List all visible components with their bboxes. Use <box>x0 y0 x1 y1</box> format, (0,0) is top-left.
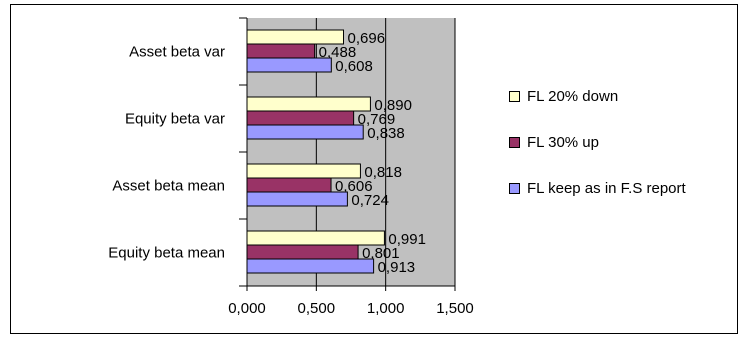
data-label-0-3: 0,991 <box>388 231 426 248</box>
legend-item-fl-keep: FL keep as in F.S report <box>509 180 734 226</box>
bar-0-2 <box>246 163 361 179</box>
bar-0-0 <box>246 29 345 45</box>
category-label-1: Equity beta var <box>125 111 225 128</box>
bar-1-1 <box>246 110 355 126</box>
data-label-0-1: 0,890 <box>374 97 412 114</box>
bar-2-3 <box>246 258 375 274</box>
x-tick-label-3: 1,500 <box>436 300 474 317</box>
legend-label-fl-30-up: FL 30% up <box>527 134 599 151</box>
data-label-2-3: 0,913 <box>378 259 416 276</box>
bar-0-3 <box>246 230 385 246</box>
data-label-2-0: 0,608 <box>335 58 373 75</box>
x-tick-label-0: 0,000 <box>228 300 266 317</box>
legend-item-fl-20-down: FL 20% down <box>509 88 734 134</box>
category-label-2: Asset beta mean <box>112 178 225 195</box>
bar-2-1 <box>246 124 364 140</box>
legend-swatch-fl-keep <box>509 183 520 194</box>
bar-1-0 <box>246 43 316 59</box>
bar-1-2 <box>246 177 332 193</box>
legend-swatch-fl-20-down <box>509 91 520 102</box>
data-label-2-1: 0,838 <box>367 125 405 142</box>
legend-label-fl-20-down: FL 20% down <box>527 88 619 105</box>
legend-label-fl-keep: FL keep as in F.S report <box>527 180 686 197</box>
category-label-3: Equity beta mean <box>108 245 225 262</box>
bar-1-3 <box>246 244 359 260</box>
x-tick-label-1: 0,500 <box>298 300 336 317</box>
x-tick-label-2: 1,000 <box>367 300 405 317</box>
data-label-0-2: 0,818 <box>364 164 402 181</box>
legend-swatch-fl-30-up <box>509 137 520 148</box>
bar-0-1 <box>246 96 371 112</box>
bar-2-0 <box>246 57 332 73</box>
data-label-1-0: 0,488 <box>319 44 357 61</box>
legend-item-fl-30-up: FL 30% up <box>509 134 734 180</box>
data-label-2-2: 0,724 <box>351 192 389 209</box>
data-label-0-0: 0,696 <box>348 30 386 47</box>
data-label-1-1: 0,769 <box>358 111 396 128</box>
category-label-0: Asset beta var <box>129 44 225 61</box>
data-label-1-2: 0,606 <box>335 178 373 195</box>
data-label-1-3: 0,801 <box>362 245 400 262</box>
bar-2-2 <box>246 191 348 207</box>
legend: FL 20% down FL 30% up FL keep as in F.S … <box>509 88 734 226</box>
